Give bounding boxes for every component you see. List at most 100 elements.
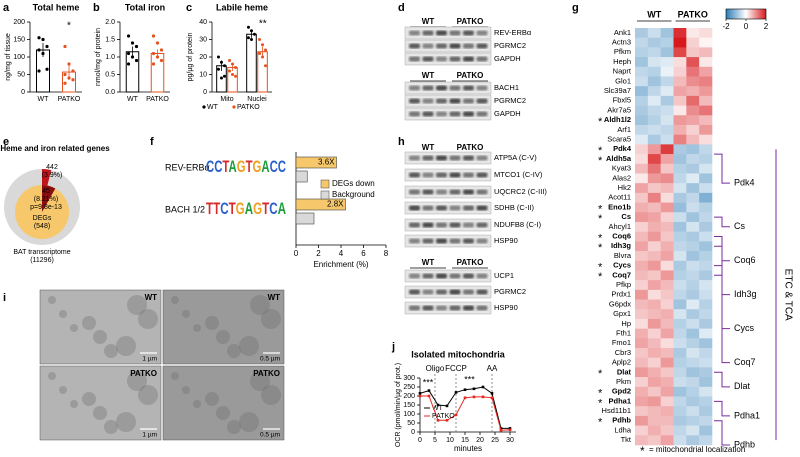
heatmap-cell xyxy=(660,357,674,368)
micrograph-label: WT xyxy=(268,293,281,302)
micrograph-texture xyxy=(127,295,147,315)
gene-label: Gpx1 xyxy=(613,309,631,318)
heatmap-cell xyxy=(673,154,687,165)
heatmap-cell xyxy=(635,95,649,106)
heatmap-cell xyxy=(699,66,713,77)
blot-band xyxy=(463,205,474,211)
heatmap-cell xyxy=(647,221,661,232)
pie-label: 442 xyxy=(46,164,58,171)
callout-label: Pdk4 xyxy=(734,178,755,188)
blot-group: WT xyxy=(422,143,435,152)
blot-strip xyxy=(404,81,492,95)
blot-band xyxy=(436,30,447,36)
heatmap-cell xyxy=(686,328,700,339)
micrograph-texture xyxy=(205,392,219,406)
blot-strip xyxy=(404,94,492,108)
heatmap-cell xyxy=(647,367,661,378)
heatmap-cell xyxy=(673,163,687,174)
gene-label: Kyat3 xyxy=(612,164,631,173)
micrograph-texture xyxy=(239,412,259,432)
micrograph-label: WT xyxy=(145,293,158,302)
gene-label: Fth1 xyxy=(616,328,631,337)
star: * xyxy=(598,368,603,380)
marker xyxy=(454,413,458,417)
heatmap-cell xyxy=(686,28,700,38)
blot-strip xyxy=(404,26,492,40)
heatmap-cell xyxy=(660,57,674,68)
footnote-star: * xyxy=(640,444,645,457)
heatmap-cell xyxy=(686,241,700,252)
heatmap-cell xyxy=(660,86,674,97)
heatmap-cell xyxy=(699,289,713,300)
gene-label: Cycs xyxy=(613,261,631,270)
marker xyxy=(427,394,431,398)
chart-title: Isolated mitochondria xyxy=(411,349,506,359)
star: * xyxy=(598,232,603,244)
pie-label: (3.9%) xyxy=(42,172,63,179)
marker xyxy=(427,389,431,392)
motif-name: BACH 1/2 xyxy=(165,204,205,214)
blot-band xyxy=(463,43,474,49)
heatmap-cell xyxy=(647,415,661,426)
data-point xyxy=(151,62,156,66)
heatmap-cell xyxy=(660,367,674,378)
blot-band xyxy=(436,155,447,161)
blot-band xyxy=(422,30,434,36)
heatmap-cell xyxy=(686,105,700,116)
blot-band xyxy=(449,30,461,36)
data-point xyxy=(151,34,156,38)
heatmap-cell xyxy=(635,163,649,174)
micrograph-texture xyxy=(116,336,136,356)
heatmap-cell xyxy=(686,183,700,194)
gene-label: Cs xyxy=(621,212,631,221)
blot-label: GAPDH xyxy=(494,54,521,63)
data-point xyxy=(264,64,268,68)
gene-label: Tkt xyxy=(621,435,632,444)
x-tick-label: 30 xyxy=(506,437,514,444)
x-tick-label: Nuclei xyxy=(247,96,267,103)
blot-strip xyxy=(404,234,492,248)
callout-line xyxy=(714,153,730,184)
heatmap-cell xyxy=(686,124,700,135)
heatmap-cell xyxy=(673,435,687,446)
motif-logo: TTCTGAGTCA xyxy=(206,199,286,218)
micrograph-texture xyxy=(227,344,241,358)
micrograph-texture xyxy=(205,316,219,330)
heatmap-cell xyxy=(660,435,674,446)
chart-title: Total heme xyxy=(33,2,80,12)
heatmap-cell xyxy=(673,95,687,106)
blot-band xyxy=(422,43,434,49)
heatmap-cell xyxy=(699,192,713,203)
blot-band xyxy=(436,111,447,117)
heatmap-cell xyxy=(635,124,649,135)
micrograph-texture xyxy=(48,296,56,304)
heatmap-cell xyxy=(673,309,687,320)
x-tick-label: 8 xyxy=(384,249,389,258)
heatmap-cell xyxy=(699,241,713,252)
heatmap-cell xyxy=(635,406,649,417)
data-point xyxy=(67,76,71,80)
blot-strip xyxy=(404,201,492,215)
heatmap-cell xyxy=(686,415,700,426)
y-tick-label: 150 xyxy=(13,36,25,43)
blot-band xyxy=(409,155,420,161)
heatmap-cell xyxy=(647,115,661,126)
heatmap-cell xyxy=(673,66,687,77)
data-point xyxy=(264,48,268,52)
heatmap-cell xyxy=(660,406,674,417)
gene-label: Pdk4 xyxy=(613,144,632,153)
data-point xyxy=(222,64,226,68)
heatmap-cell xyxy=(686,221,700,232)
blot-band xyxy=(449,273,461,279)
marker xyxy=(418,392,422,395)
blot-band xyxy=(422,56,434,62)
blot-band xyxy=(463,56,474,62)
blot-band xyxy=(436,172,447,178)
micrograph-texture xyxy=(59,310,67,318)
heatmap-cell xyxy=(673,105,687,116)
blot-strip xyxy=(404,52,492,66)
blot-band xyxy=(422,222,434,228)
legend-label: Background xyxy=(332,190,375,199)
heatmap-cell xyxy=(686,396,700,407)
blot-band xyxy=(476,43,488,49)
